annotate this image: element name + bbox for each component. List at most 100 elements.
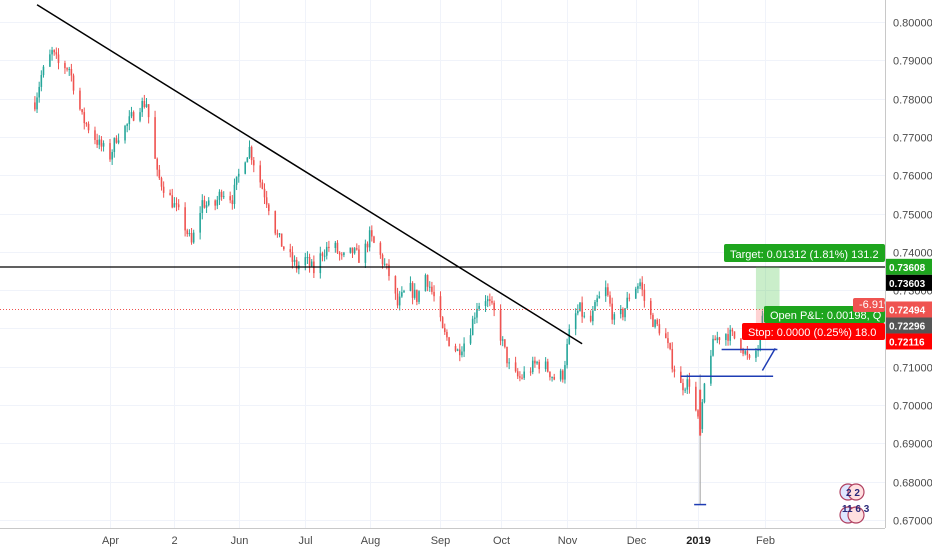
- candle-body: [654, 319, 656, 327]
- candle-body: [192, 232, 195, 243]
- candle-body: [128, 116, 131, 125]
- x-tick-label: Apr: [102, 535, 119, 547]
- candle-body: [409, 282, 412, 291]
- candle-body: [36, 97, 38, 110]
- candle-body: [637, 286, 639, 289]
- candle-body: [289, 249, 292, 253]
- candle-body: [598, 296, 601, 299]
- candle-body: [424, 275, 427, 292]
- candle-body: [566, 344, 568, 366]
- candle-body: [401, 292, 403, 297]
- candle-body: [263, 188, 266, 198]
- candle-body: [626, 297, 628, 309]
- candle-body: [516, 371, 519, 377]
- candle-body: [237, 173, 240, 177]
- candle-body: [160, 178, 163, 187]
- candle-body: [583, 315, 586, 317]
- candle-body: [441, 317, 444, 329]
- candle-body: [235, 176, 238, 185]
- candle-body: [220, 191, 223, 198]
- candle-body: [613, 314, 616, 320]
- y-tick-label: 0.78000: [893, 95, 932, 107]
- pattern-line: [761, 347, 776, 371]
- candle-body: [386, 263, 388, 265]
- x-tick-label: Oct: [493, 535, 510, 547]
- candle-body: [177, 204, 180, 208]
- y-tick-label: 0.67000: [893, 516, 932, 528]
- candle-body: [229, 196, 231, 201]
- stop-label: Stop: 0.0000 (0.25%) 18.0: [748, 327, 876, 339]
- candle-body: [748, 355, 751, 358]
- candle-body: [594, 302, 596, 311]
- flag-au-icon[interactable]: [847, 483, 865, 501]
- candle-body: [609, 295, 611, 304]
- candle-body: [143, 101, 146, 107]
- candle-body: [731, 329, 734, 332]
- candle-body: [710, 355, 712, 384]
- candle-body: [729, 329, 731, 341]
- candle-body: [222, 196, 225, 198]
- flag-au-icon[interactable]: [847, 506, 865, 524]
- pnl-percent-bg: [853, 298, 885, 312]
- candle-body: [310, 261, 313, 267]
- price-tag: [886, 258, 932, 275]
- candle-body: [57, 54, 60, 64]
- candle-body: [259, 165, 262, 183]
- candle-body: [519, 376, 521, 378]
- candle-body: [340, 254, 343, 256]
- candle-body: [201, 200, 204, 214]
- candle-body: [559, 370, 562, 380]
- candle-body: [274, 211, 277, 234]
- candle-body: [521, 377, 523, 379]
- candle-body: [501, 339, 504, 341]
- candle-body: [175, 203, 178, 205]
- candle-body: [323, 255, 326, 257]
- candle-body: [261, 182, 264, 189]
- candle-body: [491, 301, 493, 303]
- open-pnl-label: Open P&L: 0.00198, Q: [770, 310, 882, 322]
- candle-body: [697, 410, 699, 417]
- candle-body: [373, 236, 375, 243]
- y-tick-label: 0.76000: [893, 171, 932, 183]
- candle-body: [742, 349, 744, 354]
- candle-body: [132, 112, 135, 121]
- drawings[interactable]: [0, 4, 885, 506]
- spike-body: [699, 389, 702, 436]
- candle-body: [293, 259, 296, 262]
- candle-body: [688, 379, 691, 387]
- candle-body: [740, 338, 742, 350]
- candle-body: [534, 360, 536, 364]
- grid: [0, 22, 885, 521]
- candle-body: [336, 242, 339, 253]
- candle-body: [291, 252, 294, 262]
- candle-body: [446, 331, 448, 338]
- candle-body: [725, 334, 727, 341]
- candle-body: [396, 293, 399, 306]
- candle-body: [433, 291, 435, 297]
- candle-body: [665, 333, 667, 339]
- time-axis[interactable]: [0, 528, 932, 550]
- candle-body: [474, 317, 476, 319]
- candle-body: [117, 140, 120, 143]
- candle-body: [727, 334, 729, 341]
- target-zone[interactable]: [755, 266, 780, 310]
- stop-label-bg: [742, 323, 885, 340]
- target-label: Target: 0.01312 (1.81%) 131.2: [730, 249, 879, 261]
- candle-body: [115, 138, 118, 143]
- candle-body: [643, 289, 646, 301]
- candle-body: [431, 286, 433, 292]
- candle-body: [38, 86, 40, 98]
- candle-body: [199, 213, 201, 233]
- candle-body: [413, 289, 416, 298]
- candle-body: [394, 276, 397, 294]
- candlesticks: [34, 46, 766, 505]
- candle-body: [278, 233, 281, 235]
- event-markers[interactable]: 2 2 11 6 3: [839, 483, 870, 524]
- y-tick-label: 0.79000: [893, 56, 932, 68]
- candle-body: [49, 54, 51, 67]
- candle-body: [624, 308, 626, 318]
- candle-body: [111, 152, 113, 160]
- candle-body: [231, 200, 234, 205]
- candle-body: [712, 338, 714, 356]
